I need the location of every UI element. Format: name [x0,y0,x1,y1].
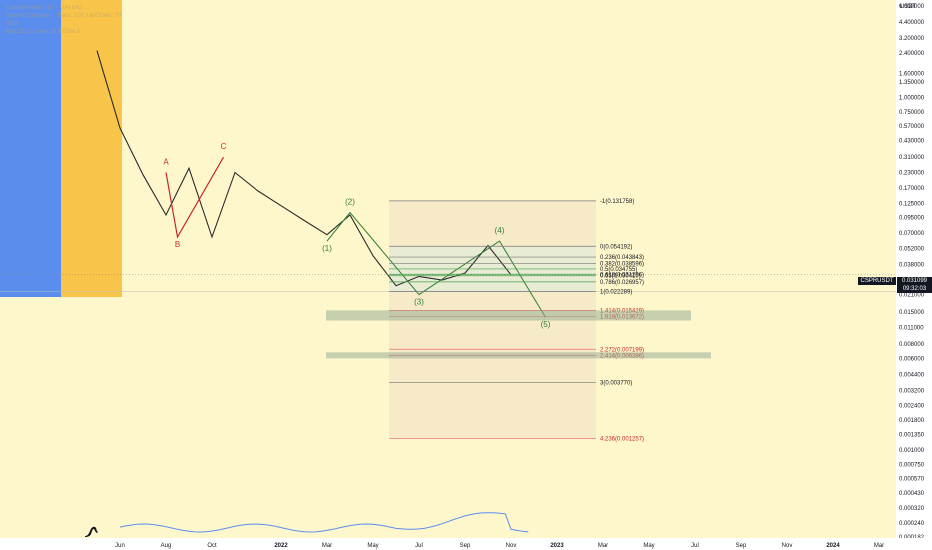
fib-level-label: 3(0.003770) [600,380,632,386]
price-tick-label: 0.070000 [899,231,925,237]
price-tick-label: 0.430000 [899,139,925,145]
price-tick-label: 0.750000 [899,110,925,116]
volume-line [119,512,529,533]
price-tick-label: 2.400000 [899,51,925,57]
price-axis-unit: USDT [900,4,917,10]
fib-level-label: 0.65(0.030410) [600,274,641,280]
price-tick-label: 0.006000 [899,357,925,363]
price-tick-label: 0.310000 [899,155,925,161]
price-tick-label: 0.095000 [899,216,925,222]
price-tick-label: 0.125000 [899,202,925,208]
fib-level-label: 4.236(0.001257) [600,436,644,442]
time-tick-label: Jun [115,543,125,549]
price-tick-label: 0.000430 [899,491,925,497]
fib-level-label: 2.272(0.007199) [600,347,644,353]
fib-level-label: 0.786(0.026957) [600,280,644,286]
fib-level-label: 0.5(0.034755) [600,267,637,273]
price-tick-label: 0.004400 [899,372,925,378]
fib-level-label: 0.382(0.038596) [600,262,644,268]
time-tick-label: Jul [415,543,423,549]
chart-legend: CasperToken · 1D · GATEIO Volume Compare… [6,4,121,36]
wave-label: C [221,142,227,151]
time-tick-label: May [367,543,378,549]
time-axis-bg [0,538,932,550]
price-axis-bg [896,0,932,550]
fib-level-label: -1(0.131758) [600,199,634,205]
price-tick-label: 0.021000 [899,293,925,299]
blue-band [0,0,61,297]
indicator-line: Volume Compare · Bars, 120, Up/Down, 70 [6,13,122,19]
price-tick-label: 1.000000 [899,95,925,101]
price-tick-label: 0.011000 [899,326,924,332]
price-tick-label: 1.350000 [899,80,925,86]
wave-label: A [163,157,169,166]
price-tick-label: 0.170000 [899,186,925,192]
wave-label: (3) [414,298,424,307]
orange-band [61,0,122,297]
tradingview-logo-icon [85,526,98,537]
price-tick-label: 6.000000 [899,4,925,10]
time-tick-label: 2023 [550,543,564,549]
price-tick-label: 4.400000 [899,20,925,26]
time-tick-label: Aug [161,543,172,549]
price-tick-label: 0.570000 [899,124,925,130]
last-price-tag: 0.031099 09:32:03 [897,277,932,293]
symbol-tag: CSPRUSDT [858,277,896,285]
bar-countdown: 09:32:03 [902,286,927,292]
time-tick-label: Sep [460,543,471,549]
price-tick-label: 0.230000 [899,170,925,176]
fib-level-label: 0(0.054192) [600,244,632,250]
fib-level-label: 0.236(0.043843) [600,255,644,261]
price-tick-label: 0.052000 [899,246,925,252]
abc-wave-line [165,156,225,239]
wave-label: (1) [322,244,332,253]
fib-level-label: 0.618(0.031296) [600,272,644,278]
price-tick-label: 0.001000 [899,448,925,454]
price-tick-label: 1.600000 [899,71,925,77]
wave-label: B [175,240,180,249]
time-tick-label: Nov [782,543,793,549]
indicator-line: MACD 12 close 26 9 EMA 5 [6,29,81,35]
fib-ext-box [326,310,691,321]
price-tick-label: 3.200000 [899,36,925,42]
price-tick-label: 0.001800 [899,418,925,424]
symbol-line: CasperToken · 1D · GATEIO [6,5,82,11]
impulse-wave-line [326,211,546,318]
time-tick-label: 2022 [274,543,288,549]
wave-label: (5) [541,320,551,329]
price-tick-label: 0.001350 [899,433,925,439]
price-tick-label: 0.000320 [899,506,925,512]
time-tick-label: Jul [691,543,699,549]
time-tick-label: Mar [322,543,332,549]
fib-ext-box [326,352,711,359]
time-tick-label: Nov [506,543,517,549]
wave-label: (2) [345,197,355,206]
price-tick-label: 0.000240 [899,521,925,527]
price-tick-label: 0.000570 [899,477,925,483]
indicator-line: ADX [6,21,19,27]
wave-label: (4) [495,226,505,235]
price-tick-label: 0.008000 [899,342,925,348]
price-tick-label: 0.000750 [899,463,925,469]
price-tick-label: 0.002400 [899,403,925,409]
price-tick-label: 0.015000 [899,310,925,316]
time-tick-label: May [643,543,654,549]
price-series-line [96,50,512,287]
last-price: 0.031099 [901,278,928,284]
price-tick-label: 0.038000 [899,262,925,268]
time-tick-label: 2024 [826,543,840,549]
time-tick-label: Sep [736,543,747,549]
price-tick-label: 0.003200 [899,389,925,395]
time-tick-label: Mar [874,543,884,549]
time-tick-label: Oct [207,543,217,549]
fib-level-label: 1(0.022289) [600,290,632,296]
time-tick-label: Mar [598,543,608,549]
